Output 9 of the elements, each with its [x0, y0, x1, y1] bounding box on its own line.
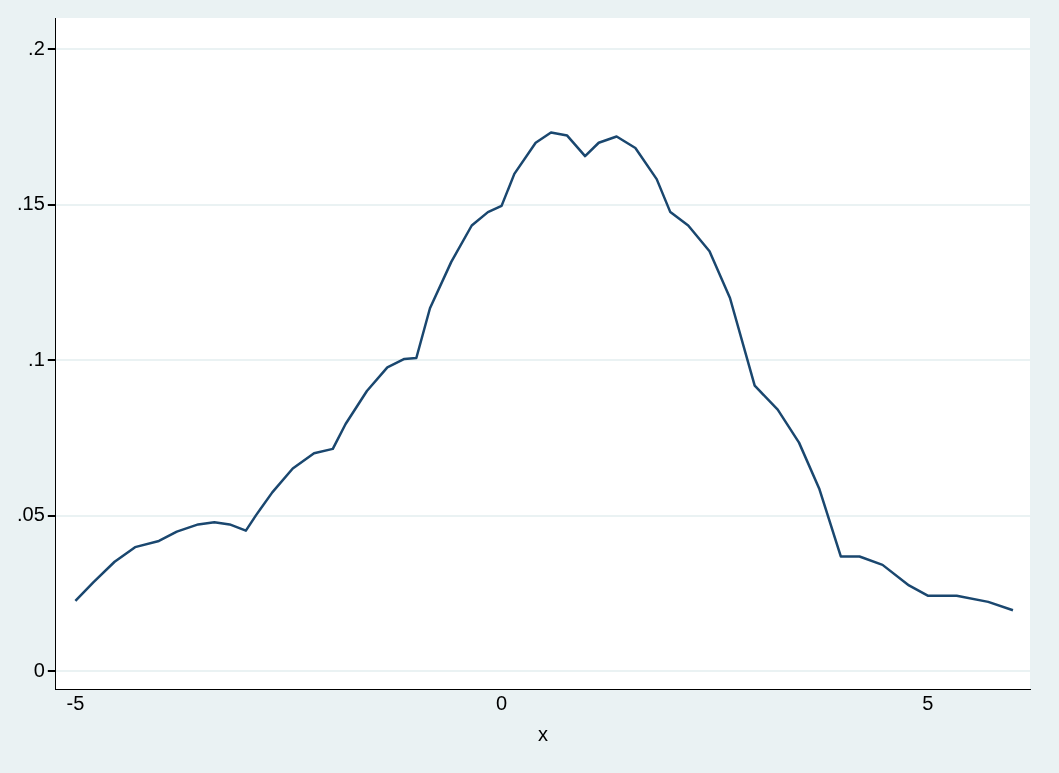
x-tick-label: -5 — [66, 691, 85, 714]
y-tick-label: .1 — [28, 347, 45, 370]
y-tick-label: .2 — [28, 36, 45, 59]
y-tick-label: .15 — [16, 192, 45, 215]
y-tick-label: .05 — [16, 503, 45, 526]
y-tick-label: 0 — [33, 658, 45, 681]
x-tick-label: 0 — [496, 691, 508, 714]
x-axis-title: x — [537, 722, 548, 745]
x-tick-label: 5 — [922, 691, 934, 714]
